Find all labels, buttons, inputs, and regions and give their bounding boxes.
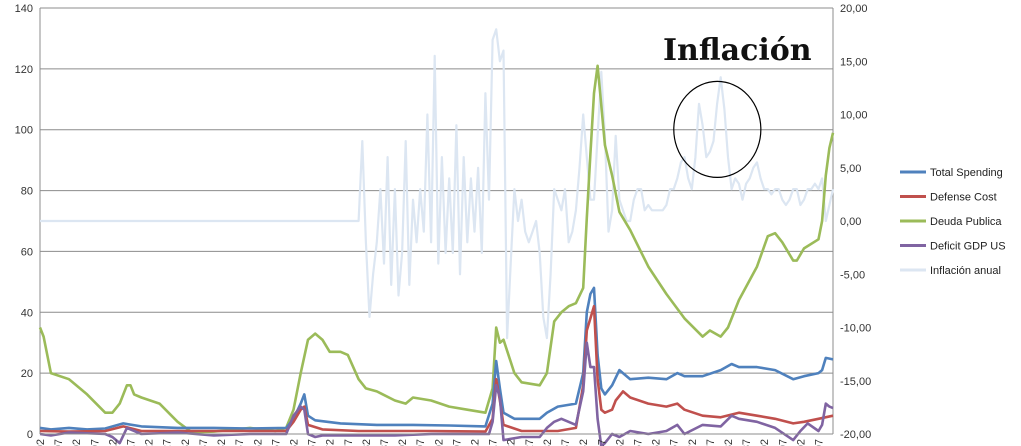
x-tick-label: 1962: [651, 439, 663, 446]
y-right-tick-label: -5,00: [840, 269, 865, 281]
y-left-tick-label: 100: [15, 125, 33, 137]
x-tick-label: 1852: [252, 439, 264, 446]
x-tick-label: 1952: [614, 439, 626, 446]
x-tick-label: 1847: [234, 439, 246, 446]
series-layer: [38, 28, 835, 446]
x-tick-label: 1862: [288, 439, 300, 446]
x-tick-label: 1932: [542, 439, 554, 446]
y-left-tick-label: 120: [15, 64, 33, 76]
y-right-tick-label: -10,00: [840, 323, 871, 335]
x-tick-label: 2002: [795, 439, 807, 446]
x-tick-label: 1947: [596, 439, 608, 446]
x-tick-label: 1867: [307, 439, 319, 446]
x-tick-label: 1812: [107, 439, 119, 446]
x-tick-label: 1912: [470, 439, 482, 446]
x-tick-label: 1882: [361, 439, 373, 446]
y-left-tick-label: 20: [21, 368, 33, 380]
y-right-tick-label: -20,00: [840, 429, 871, 441]
x-tick-label: 1797: [53, 439, 65, 446]
x-tick-label: 1817: [126, 439, 138, 446]
x-tick-label: 1887: [379, 439, 391, 446]
y-left-tick-label: 0: [27, 429, 33, 441]
x-tick-label: 1872: [325, 439, 337, 446]
x-tick-label: 1822: [144, 439, 156, 446]
x-tick-label: 1937: [560, 439, 572, 446]
highlight-circle: [673, 80, 762, 179]
x-tick-label: 1917: [488, 439, 500, 446]
y-left-tick-label: 40: [21, 307, 33, 319]
y-right-tick-label: 0,00: [840, 216, 861, 228]
x-tick-label: 1802: [71, 439, 83, 446]
x-tick-label: 1842: [216, 439, 228, 446]
legend-label: Defense Cost: [930, 192, 997, 204]
x-tick-label: 1857: [270, 439, 282, 446]
x-tick-label: 1792: [35, 439, 47, 446]
x-tick-label: 1987: [741, 439, 753, 446]
x-tick-label: 1967: [669, 439, 681, 446]
y-right-tick-label: -15,00: [840, 376, 871, 388]
x-tick-label: 1902: [433, 439, 445, 446]
chart-annotation: Inflación: [663, 33, 812, 68]
y-axis-right: -20,00 -15,00 -10,00 -5,00 0,00 5,00 10,00 15,0…: [840, 3, 871, 441]
y-left-tick-label: 80: [21, 186, 33, 198]
x-tick-label: 1977: [705, 439, 717, 446]
x-tick-label: 1827: [162, 439, 174, 446]
y-left-tick-label: 60: [21, 246, 33, 258]
x-tick-label: 1972: [687, 439, 699, 446]
x-tick-label: 1907: [451, 439, 463, 446]
x-tick-label: 1892: [397, 439, 409, 446]
x-tick-label: 1957: [632, 439, 644, 446]
x-tick-label: 2007: [814, 439, 826, 446]
series-line-total-spending: [39, 286, 834, 431]
legend-label: Inflación anual: [930, 265, 1001, 277]
x-tick-label: 1992: [759, 439, 771, 446]
y-right-tick-label: 20,00: [840, 3, 868, 15]
x-tick-label: 1927: [524, 439, 536, 446]
series-line-inflaci-n-anual: [40, 28, 835, 340]
x-tick-label: 1942: [578, 439, 590, 446]
series-line-defense-cost: [39, 304, 834, 433]
x-tick-label: 1807: [89, 439, 101, 446]
legend-label: Deuda Publica: [930, 216, 1002, 228]
x-tick-label: 1832: [180, 439, 192, 446]
y-right-tick-label: 15,00: [840, 56, 868, 68]
x-axis: 1792 1797 1802 1807 1812 1817 1822 1827 1832 1837…: [35, 433, 833, 446]
y-axis-left: 0 20 40 60 80 100 120 140: [15, 3, 33, 441]
x-tick-label: 1877: [343, 439, 355, 446]
legend: Total Spending Defense Cost Deuda Publica D…: [900, 167, 1006, 277]
x-tick-label: 1837: [198, 439, 210, 446]
x-tick-label: 1897: [415, 439, 427, 446]
y-left-tick-label: 140: [15, 3, 33, 15]
legend-label: Total Spending: [930, 167, 1003, 179]
x-tick-label: 1922: [506, 439, 518, 446]
legend-label: Deficit GDP US: [930, 241, 1006, 253]
y-right-tick-label: 10,00: [840, 110, 868, 122]
x-tick-label: 1997: [777, 439, 789, 446]
series-line-deuda-publica: [38, 64, 835, 434]
y-right-tick-label: 5,00: [840, 163, 861, 175]
x-tick-label: 1982: [723, 439, 735, 446]
